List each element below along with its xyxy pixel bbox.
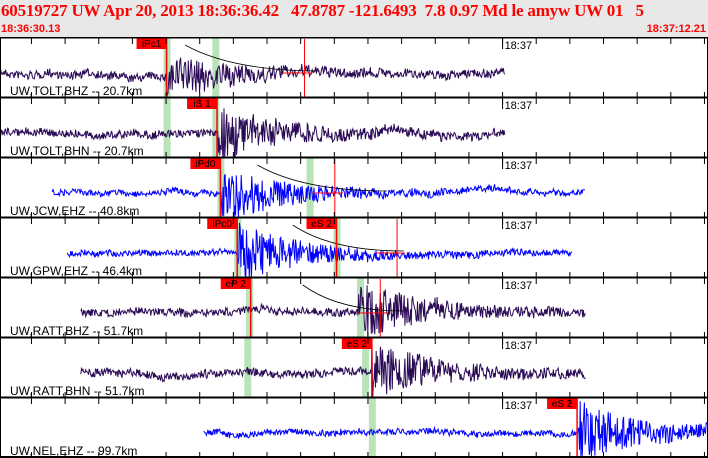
waveform-trace	[66, 222, 573, 280]
start-time: 18:36:30.13	[1, 23, 61, 35]
channel-label: UW,GPW,EHZ -- 46.4km	[10, 264, 142, 278]
waveform-trace	[51, 174, 586, 218]
minute-label: 18:37	[505, 100, 533, 112]
phase-pick-label: iPc0	[213, 219, 233, 230]
minute-label: 18:37	[505, 400, 533, 412]
channel-label: UW,JCW,EHZ -- 40.8km	[10, 204, 139, 218]
minute-label: 18:37	[505, 40, 533, 52]
channel-label: UW,TOLT,BHZ -- 20.7km	[10, 84, 142, 98]
end-time: 18:37:12.21	[646, 23, 706, 35]
phase-pick-flag[interactable]	[187, 98, 218, 109]
minute-label: 18:37	[505, 160, 533, 172]
channel-panel[interactable]: iS 1 18:37 UW,TOLT,BHN -- 20.7km	[0, 96, 708, 160]
phase-pick-flag[interactable]	[136, 38, 167, 49]
moveout-curve	[292, 224, 404, 252]
channel-label: UW,RATT,BHN -- 51.7km	[10, 384, 144, 398]
moveout-curve	[302, 284, 404, 312]
minute-label: 18:37	[505, 220, 533, 232]
phase-pick-label: iPd0	[195, 159, 215, 170]
phase-pick-flag[interactable]	[207, 218, 238, 229]
minute-label: 18:37	[505, 280, 533, 292]
moveout-curve	[257, 164, 387, 192]
phase-pick-label: eP 2	[225, 279, 246, 290]
pick-window-band	[212, 98, 220, 158]
channel-label: UW,NEL,EHZ -- 99.7km	[10, 444, 137, 458]
channel-panel[interactable]: iPc1 18:37 UW,TOLT,BHZ -- 20.7km	[0, 37, 708, 99]
event-title: 60519727 UW Apr 20, 2013 18:36:36.42 47.…	[1, 1, 644, 20]
minute-label: 18:37	[505, 340, 533, 352]
phase-pick-flag[interactable]	[220, 278, 251, 289]
channel-panel[interactable]: iPc0 eS 2 18:37 UW,GPW,EHZ -- 46.4km	[0, 216, 708, 280]
pick-window-band	[368, 398, 376, 458]
phase-pick-flag[interactable]	[306, 218, 337, 229]
waveform-trace	[0, 57, 506, 97]
channel-label: UW,RATT,BHZ -- 51.7km	[10, 324, 143, 338]
waveform-trace	[0, 108, 506, 160]
waveform-trace	[80, 345, 586, 400]
channel-label: UW,TOLT,BHN -- 20.7km	[10, 144, 144, 158]
pick-window-band	[212, 38, 220, 98]
phase-pick-label: eS 2	[552, 399, 573, 410]
pick-window-band	[306, 158, 314, 218]
phase-pick-label: iS 1	[193, 99, 211, 110]
phase-pick-flag[interactable]	[190, 158, 221, 169]
phase-pick-flag[interactable]	[547, 398, 578, 409]
pick-window-band	[362, 338, 370, 398]
seismogram-panels[interactable]: iPc1 18:37 UW,TOLT,BHZ -- 20.7km iS 1 18:37 U…	[0, 37, 708, 458]
waveform-trace	[203, 401, 708, 458]
phase-pick-label: eS 2	[347, 339, 368, 350]
channel-panel[interactable]: eP 2 18:37 UW,RATT,BHZ -- 51.7km	[0, 276, 708, 339]
channel-panel[interactable]: eS 2 18:37 UW,NEL,EHZ -- 99.7km	[0, 396, 708, 458]
channel-panel[interactable]: eS 2 18:37 UW,RATT,BHN -- 51.7km	[0, 336, 708, 400]
moveout-curve	[184, 44, 320, 72]
phase-pick-flag[interactable]	[341, 338, 372, 349]
phase-pick-label: eS 2	[311, 219, 332, 230]
channel-panel[interactable]: iPd0 18:37 UW,JCW,EHZ -- 40.8km	[0, 156, 708, 219]
phase-pick-label: iPc1	[142, 39, 162, 50]
waveform-trace	[80, 285, 586, 337]
pick-window-band	[163, 98, 171, 158]
event-header: 60519727 UW Apr 20, 2013 18:36:36.42 47.…	[0, 0, 708, 37]
